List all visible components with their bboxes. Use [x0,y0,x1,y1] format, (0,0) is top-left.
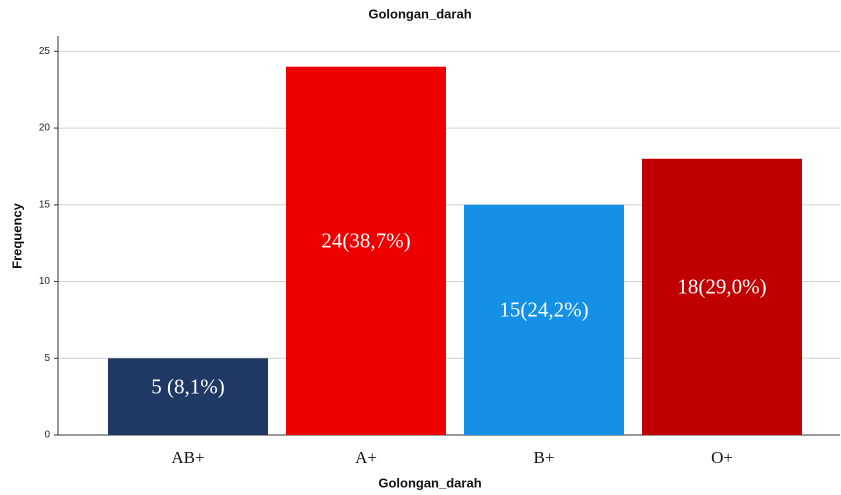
y-tick-label: 5 [44,353,50,364]
y-tick-label: 20 [39,123,51,134]
y-tick-label: 0 [44,430,50,441]
x-tick-label: A+ [355,448,377,467]
data-label: 5 (8,1%) [151,374,224,398]
data-label: 18(29,0%) [677,275,766,299]
y-tick-label: 15 [39,199,51,210]
bar [464,204,624,435]
y-tick-label: 25 [39,46,51,57]
data-label: 15(24,2%) [499,298,588,322]
y-axis-label: Frequency [9,202,24,269]
x-tick-label: O+ [711,448,733,467]
x-tick-label: B+ [534,448,555,467]
bar [108,358,268,435]
bar [286,66,446,435]
chart-title: Golongan_darah [368,6,471,21]
x-tick-label: AB+ [171,448,204,467]
bar [642,158,802,435]
x-axis-label: Golongan_darah [378,475,481,490]
y-tick-label: 10 [39,276,51,287]
data-label: 24(38,7%) [321,229,410,253]
